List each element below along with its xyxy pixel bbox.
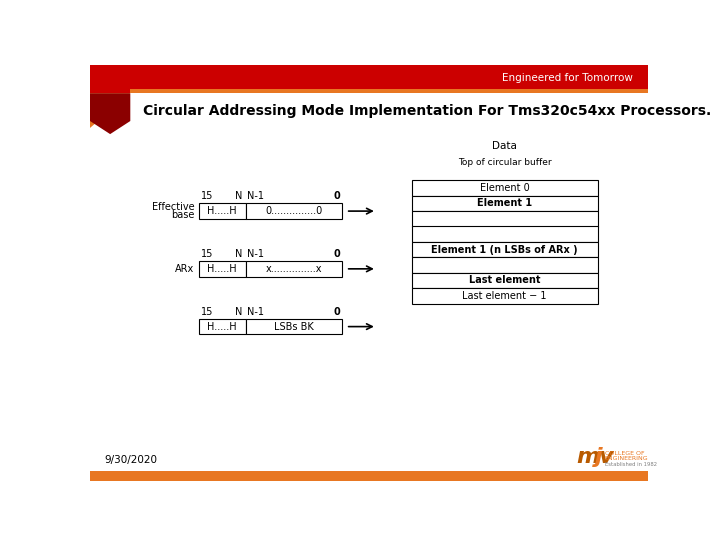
Text: 0: 0: [333, 249, 341, 259]
Bar: [412, 273, 598, 288]
Text: Last element − 1: Last element − 1: [462, 291, 547, 301]
Text: H.....H: H.....H: [207, 264, 237, 274]
Text: Circular Addressing Mode Implementation For Tms320c54xx Processors.: Circular Addressing Mode Implementation …: [143, 104, 711, 118]
Text: 15: 15: [201, 307, 213, 316]
Polygon shape: [90, 93, 130, 128]
Text: 9/30/2020: 9/30/2020: [104, 455, 157, 465]
Text: N: N: [235, 191, 243, 201]
Text: 15: 15: [201, 249, 213, 259]
Text: N: N: [235, 307, 243, 316]
Text: ARx: ARx: [176, 264, 194, 274]
Text: H.....H: H.....H: [207, 322, 237, 332]
Text: x...............x: x...............x: [266, 264, 322, 274]
Text: Top of circular buffer: Top of circular buffer: [458, 158, 552, 167]
Text: Established in 1982: Established in 1982: [605, 462, 657, 467]
Text: j: j: [595, 447, 602, 467]
Text: ENGINEERING: ENGINEERING: [605, 456, 648, 461]
Text: Element 1: Element 1: [477, 198, 532, 208]
Polygon shape: [90, 90, 648, 93]
Bar: [412, 242, 598, 257]
Bar: [199, 204, 246, 219]
Text: 0: 0: [333, 191, 341, 201]
Bar: [246, 319, 342, 334]
Text: N-1: N-1: [248, 191, 264, 201]
Text: 15: 15: [201, 191, 213, 201]
Text: N: N: [235, 249, 243, 259]
Text: 0: 0: [333, 307, 341, 316]
Text: N-1: N-1: [248, 307, 264, 316]
Bar: [246, 261, 342, 276]
Bar: [412, 226, 598, 242]
Polygon shape: [90, 65, 648, 90]
Polygon shape: [90, 65, 130, 93]
Text: base: base: [171, 210, 194, 220]
Text: 0...............0: 0...............0: [265, 206, 323, 216]
Polygon shape: [90, 471, 648, 481]
Text: Data: Data: [492, 141, 517, 151]
Text: N-1: N-1: [248, 249, 264, 259]
Text: H.....H: H.....H: [207, 206, 237, 216]
Bar: [412, 211, 598, 226]
Text: Element 0: Element 0: [480, 183, 529, 193]
Polygon shape: [90, 93, 130, 134]
Text: mv: mv: [577, 447, 614, 467]
Text: Engineered for Tomorrow: Engineered for Tomorrow: [502, 73, 632, 83]
Text: COLLEGE OF: COLLEGE OF: [605, 451, 644, 456]
Bar: [246, 204, 342, 219]
Text: Element 1 (n LSBs of ARx ): Element 1 (n LSBs of ARx ): [431, 245, 578, 254]
Text: Effective: Effective: [152, 202, 194, 212]
Bar: [412, 195, 598, 211]
Bar: [412, 180, 598, 195]
Bar: [412, 257, 598, 273]
Bar: [199, 261, 246, 276]
Text: Last element: Last element: [469, 275, 541, 286]
Bar: [412, 288, 598, 303]
Text: LSBs BK: LSBs BK: [274, 322, 314, 332]
Bar: [199, 319, 246, 334]
